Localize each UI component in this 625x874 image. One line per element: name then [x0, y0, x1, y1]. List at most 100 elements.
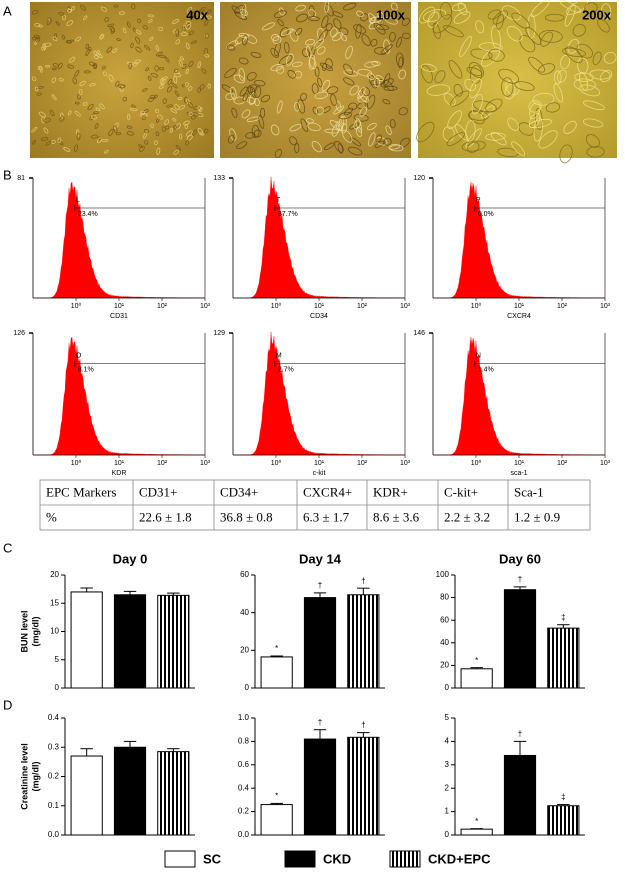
- cell: [454, 123, 469, 141]
- cell: [373, 22, 386, 35]
- cell: [277, 18, 284, 27]
- bar: [347, 594, 380, 689]
- cell: [141, 115, 147, 120]
- cell: [173, 29, 178, 34]
- cell: [226, 44, 236, 51]
- cell: [158, 54, 166, 58]
- cell: [185, 42, 190, 50]
- cell: [175, 39, 181, 45]
- cell: [36, 86, 44, 90]
- cell: [274, 148, 282, 159]
- cell: [416, 121, 435, 143]
- y-tick-label: 0.1: [48, 801, 60, 810]
- cell: [300, 118, 309, 132]
- cell: [87, 103, 94, 111]
- chart-title: Day 60: [499, 551, 541, 566]
- y-tick-label: 1.0: [238, 713, 250, 722]
- gate-percent: 2.7%: [278, 366, 294, 373]
- cell: [169, 128, 174, 133]
- cell: [333, 18, 342, 30]
- cell: [204, 33, 210, 39]
- cell: [361, 86, 371, 96]
- table-cell: 1.2 ± 0.9: [514, 509, 560, 524]
- cell: [85, 43, 89, 50]
- cell: [166, 104, 173, 108]
- cell: [41, 136, 49, 141]
- cell: [261, 22, 275, 31]
- cell: [239, 8, 248, 16]
- cell: [89, 82, 96, 87]
- cell: [118, 11, 125, 15]
- cell: [126, 131, 135, 136]
- cell: [52, 36, 58, 42]
- cell: [197, 87, 202, 93]
- y-tick-label: 80: [440, 593, 449, 602]
- cell: [55, 20, 61, 26]
- x-axis-label: CD31: [110, 313, 128, 320]
- x-tick-label: 10¹: [114, 460, 125, 467]
- cell: [368, 16, 383, 23]
- table-cell: 8.6 ± 3.6: [373, 509, 420, 524]
- cell: [573, 78, 596, 91]
- cell: [205, 15, 212, 19]
- significance-mark: †: [518, 730, 522, 739]
- cell: [142, 109, 149, 114]
- cell: [442, 25, 464, 38]
- cell: [188, 60, 194, 68]
- cell: [309, 56, 317, 70]
- gate-percent: 1.4%: [478, 366, 494, 373]
- cell: [350, 137, 362, 147]
- significance-mark: *: [275, 792, 278, 801]
- y-tick-label: 0.8: [238, 737, 250, 746]
- cell: [497, 147, 519, 158]
- significance-mark: *: [475, 817, 478, 826]
- y-tick-label: 40: [240, 608, 249, 617]
- cell: [180, 32, 188, 36]
- cell: [82, 102, 88, 106]
- y-tick-label: 10: [50, 627, 59, 636]
- bar: [113, 594, 147, 689]
- cell: [140, 110, 146, 116]
- cell: [179, 133, 183, 140]
- cell: [233, 74, 245, 84]
- cell: [43, 127, 49, 134]
- cell: [440, 2, 452, 20]
- legend-swatch: [389, 850, 421, 868]
- table-header: Sca-1: [514, 484, 544, 499]
- cell: [511, 141, 525, 156]
- cell: [572, 23, 586, 37]
- y-tick-label: 5: [445, 713, 450, 722]
- table-header: CD31+: [139, 484, 177, 499]
- cell: [197, 113, 204, 117]
- cell: [190, 40, 198, 44]
- bar: [503, 754, 537, 836]
- table-header: EPC Markers: [46, 484, 116, 499]
- cell: [90, 114, 97, 120]
- cell: [308, 16, 320, 22]
- cell: [360, 13, 369, 22]
- cell: [177, 97, 183, 101]
- cell: [199, 107, 203, 112]
- significance-mark: †: [361, 721, 365, 730]
- cell: [69, 56, 76, 63]
- cell: [99, 33, 105, 40]
- cell: [451, 3, 466, 12]
- significance-mark: †: [361, 576, 365, 585]
- cell: [184, 82, 189, 87]
- x-tick-label: 10⁰: [271, 459, 282, 467]
- cell: [74, 110, 81, 117]
- x-axis-label: KDR: [112, 470, 127, 477]
- y-tick-label: 2: [445, 783, 450, 792]
- cell: [154, 108, 160, 114]
- cell: [239, 86, 248, 97]
- cell: [492, 10, 508, 25]
- cell: [260, 94, 271, 103]
- x-tick-label: 10³: [600, 460, 611, 467]
- cell: [103, 149, 109, 154]
- cell: [83, 15, 88, 21]
- x-tick-label: 10¹: [114, 303, 125, 310]
- cell: [122, 27, 127, 34]
- cell: [317, 77, 323, 88]
- cell: [77, 94, 81, 100]
- cell: [89, 114, 95, 121]
